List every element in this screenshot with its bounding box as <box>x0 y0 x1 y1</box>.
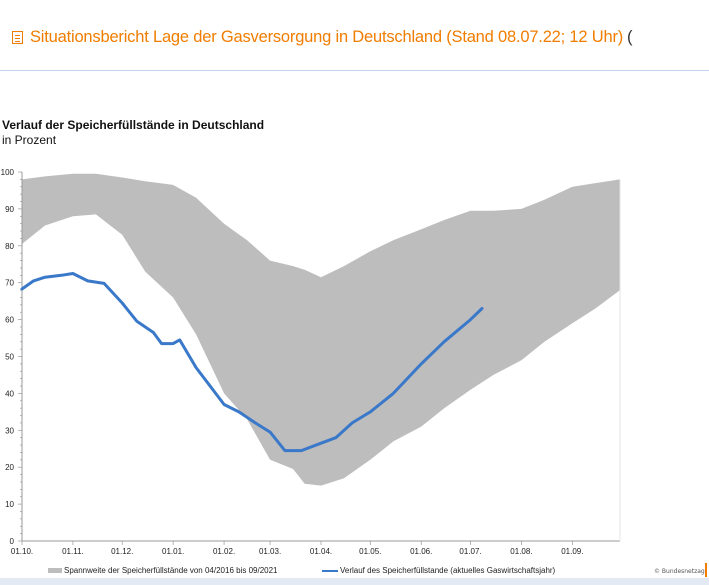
x-tick-label: 01.07. <box>459 547 481 556</box>
chart-title: Verlauf der Speicherfüllstände in Deutsc… <box>2 118 265 132</box>
x-tick-label: 01.12. <box>111 547 133 556</box>
y-tick-label: 90 <box>5 205 14 214</box>
y-tick-label: 100 <box>1 168 15 177</box>
side-tab[interactable] <box>705 563 707 577</box>
title-overflow: ( <box>627 28 633 46</box>
y-tick-label: 70 <box>5 279 14 288</box>
legend-item-band: Spannweite der Speicherfüllstände von 04… <box>48 566 278 575</box>
x-tick-label: 01.01. <box>162 547 184 556</box>
x-tick-label: 01.04. <box>310 547 332 556</box>
legend-swatch-band <box>48 568 62 573</box>
document-list-icon <box>12 31 23 44</box>
x-tick-label: 01.09. <box>561 547 583 556</box>
y-tick-label: 0 <box>10 537 15 546</box>
y-tick-label: 20 <box>5 463 14 472</box>
legend-label-band: Spannweite der Speicherfüllstände von 04… <box>64 566 278 575</box>
y-tick-label: 80 <box>5 242 14 251</box>
y-tick-label: 50 <box>5 353 14 362</box>
legend-swatch-line <box>322 569 338 572</box>
x-tick-label: 01.10. <box>11 547 33 556</box>
copyright: © Bundesnetzag <box>654 568 705 575</box>
series-line <box>20 272 484 453</box>
range-band <box>22 173 620 486</box>
x-tick-label: 01.02. <box>213 547 235 556</box>
footer-strip <box>0 578 709 585</box>
x-tick-label: 01.08. <box>510 547 532 556</box>
y-tick-label: 30 <box>5 426 14 435</box>
x-tick-label: 01.06. <box>410 547 432 556</box>
page-title: Situationsbericht Lage der Gasversorgung… <box>30 28 624 46</box>
x-tick-label: 01.05. <box>359 547 381 556</box>
page-header: Situationsbericht Lage der Gasversorgung… <box>12 28 633 47</box>
x-tick-label: 01.11. <box>62 547 84 556</box>
header-divider <box>0 70 709 71</box>
legend-item-line: Verlauf des Speicherfüllstande (aktuelle… <box>322 566 555 575</box>
chart-subtitle: in Prozent <box>2 133 57 147</box>
legend-label-line: Verlauf des Speicherfüllstande (aktuelle… <box>340 566 556 575</box>
x-tick-label: 01.03. <box>259 547 281 556</box>
y-tick-label: 10 <box>5 500 14 509</box>
y-tick-label: 60 <box>5 316 14 325</box>
y-tick-label: 40 <box>5 389 14 398</box>
